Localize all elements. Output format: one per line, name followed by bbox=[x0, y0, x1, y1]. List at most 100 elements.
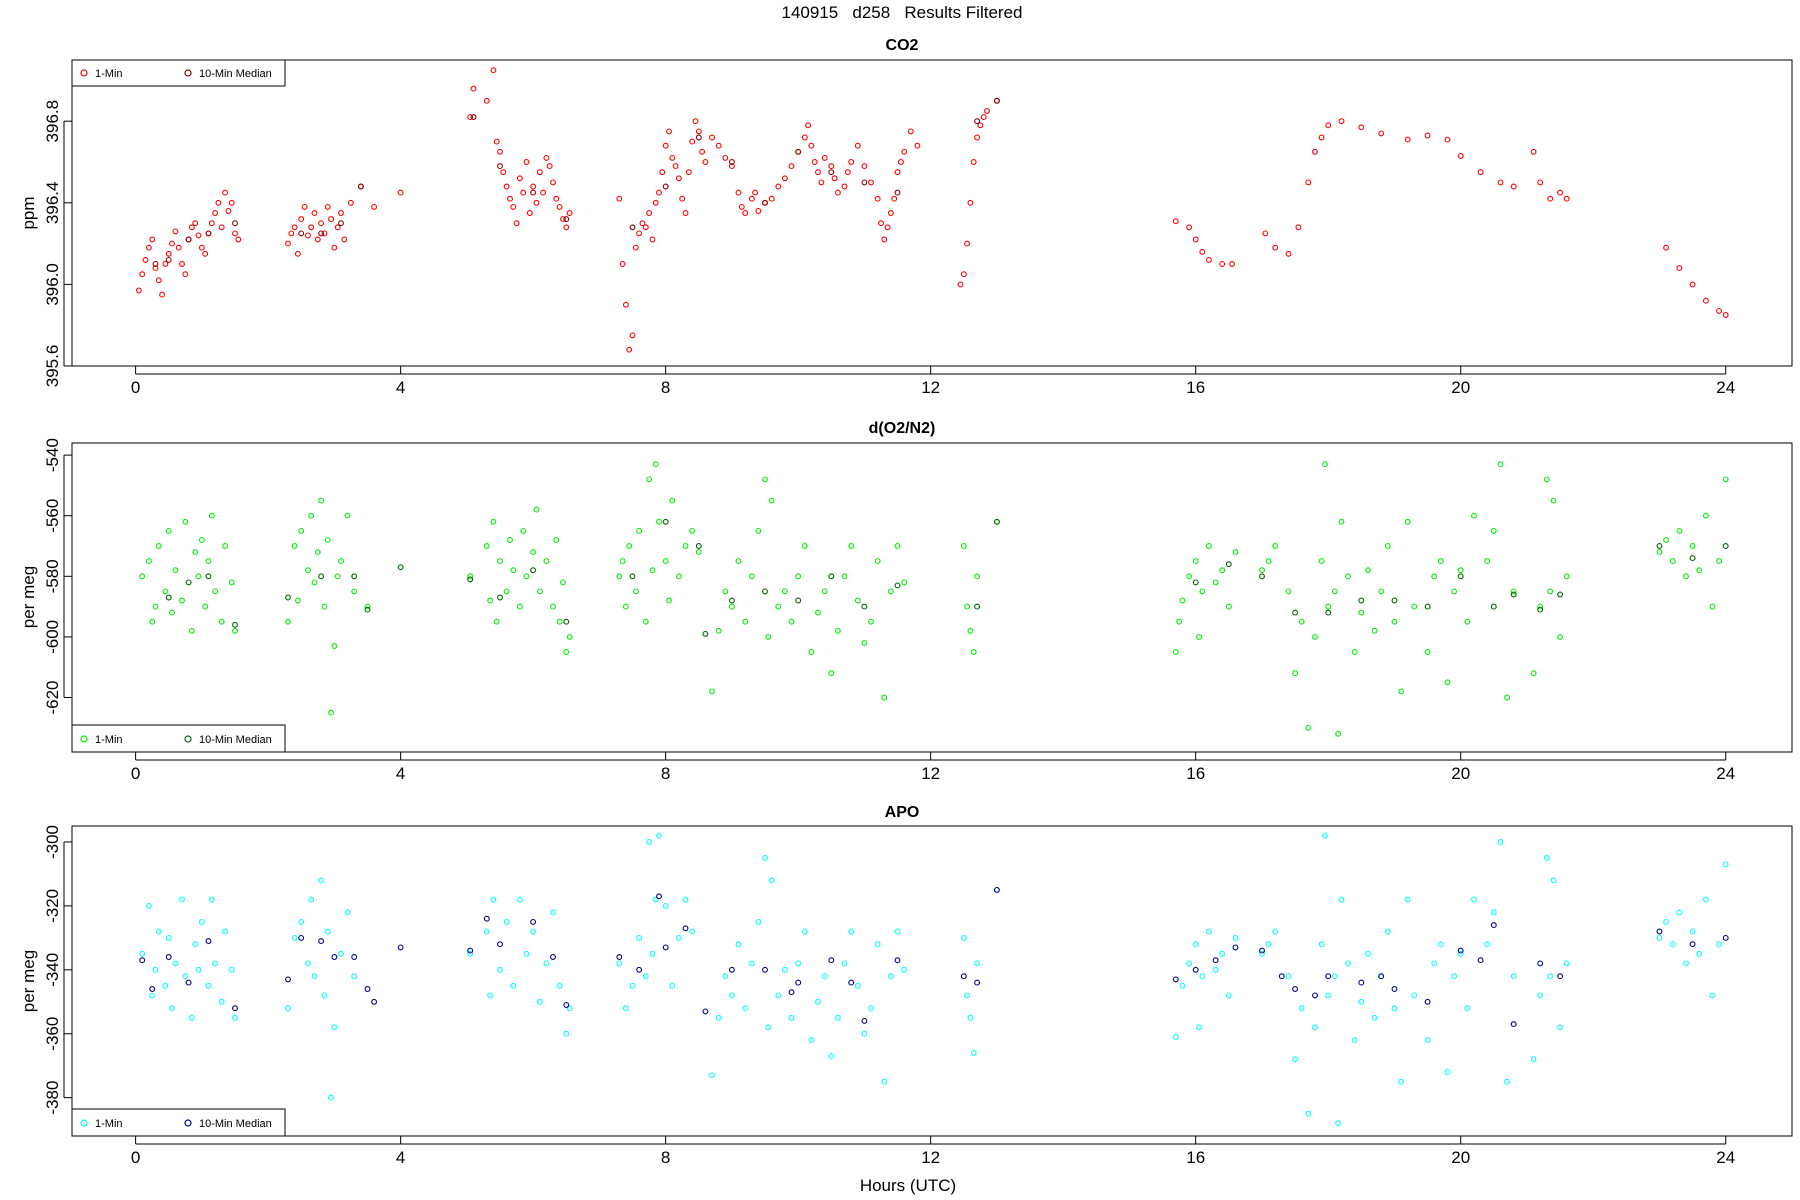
data-point-1min bbox=[626, 543, 633, 549]
data-point-1min bbox=[1404, 136, 1411, 143]
data-point-median bbox=[1358, 979, 1365, 986]
data-point-1min bbox=[222, 543, 229, 549]
data-point-1min bbox=[1510, 183, 1517, 190]
data-point-1min bbox=[1205, 928, 1212, 935]
data-point-1min bbox=[980, 114, 987, 121]
data-point-1min bbox=[1497, 839, 1504, 845]
data-point-1min bbox=[795, 960, 802, 967]
data-point-median bbox=[1457, 947, 1464, 954]
data-point-1min bbox=[1335, 730, 1342, 737]
legend-label-1min: 1-Min bbox=[95, 68, 123, 80]
data-point-1min bbox=[894, 169, 901, 176]
data-point-median bbox=[795, 148, 802, 155]
y-axis-label: per meg bbox=[19, 566, 38, 628]
data-point-1min bbox=[1424, 132, 1431, 139]
data-point-1min bbox=[692, 118, 699, 125]
data-point-1min bbox=[152, 265, 159, 272]
x-axis-label: Hours (UTC) bbox=[860, 1176, 956, 1195]
data-point-1min bbox=[632, 244, 639, 251]
data-point-1min bbox=[1225, 992, 1232, 999]
data-point-1min bbox=[162, 982, 169, 989]
data-point-1min bbox=[172, 960, 179, 967]
data-point-1min bbox=[1325, 122, 1332, 129]
data-point-1min bbox=[1232, 549, 1239, 556]
data-point-median bbox=[1325, 609, 1332, 616]
data-point-median bbox=[1378, 973, 1385, 980]
data-point-1min bbox=[550, 909, 556, 916]
data-point-1min bbox=[636, 230, 643, 237]
data-point-median bbox=[139, 957, 146, 964]
y-tick-label: 396.8 bbox=[43, 100, 62, 143]
data-point-1min bbox=[483, 928, 490, 935]
data-point-1min bbox=[828, 163, 835, 170]
legend-marker-median bbox=[184, 1119, 192, 1127]
data-point-1min bbox=[155, 277, 162, 284]
panel-title: d(O2/N2) bbox=[869, 420, 936, 437]
data-point-1min bbox=[652, 461, 659, 468]
y-tick-label: -340 bbox=[43, 953, 62, 987]
data-point-1min bbox=[222, 189, 229, 196]
data-point-1min bbox=[1391, 618, 1398, 625]
data-point-1min bbox=[861, 639, 868, 646]
data-point-1min bbox=[1318, 558, 1325, 565]
data-point-1min bbox=[497, 966, 503, 973]
data-point-1min bbox=[208, 512, 215, 519]
x-tick-label: 16 bbox=[1186, 764, 1205, 783]
data-point-median bbox=[364, 986, 371, 992]
data-point-1min bbox=[1391, 1005, 1398, 1012]
data-point-1min bbox=[208, 220, 215, 227]
data-point-1min bbox=[742, 1005, 749, 1012]
data-point-median bbox=[530, 918, 537, 925]
data-point-1min bbox=[887, 588, 894, 595]
data-point-median bbox=[149, 986, 156, 992]
data-point-1min bbox=[1550, 497, 1557, 504]
data-point-1min bbox=[1709, 992, 1716, 999]
data-point-1min bbox=[1186, 224, 1193, 231]
data-point-1min bbox=[768, 877, 775, 884]
data-point-1min bbox=[1186, 960, 1193, 967]
data-point-1min bbox=[553, 536, 560, 543]
data-point-median bbox=[318, 230, 325, 237]
data-point-median bbox=[616, 954, 623, 960]
data-point-1min bbox=[1265, 941, 1272, 948]
data-point-1min bbox=[1444, 679, 1451, 686]
data-point-1min bbox=[964, 240, 971, 247]
data-point-1min bbox=[675, 934, 682, 941]
data-point-1min bbox=[294, 597, 301, 604]
data-point-1min bbox=[1471, 512, 1477, 519]
data-point-1min bbox=[964, 603, 971, 610]
data-point-median bbox=[232, 1005, 238, 1012]
data-point-1min bbox=[1484, 941, 1491, 948]
data-point-1min bbox=[861, 163, 868, 170]
data-point-1min bbox=[1338, 118, 1345, 125]
x-tick-label: 24 bbox=[1716, 1148, 1735, 1167]
data-point-1min bbox=[1404, 896, 1411, 903]
data-point-1min bbox=[1537, 179, 1544, 186]
data-point-median bbox=[629, 573, 636, 580]
data-point-1min bbox=[371, 203, 378, 210]
data-point-1min bbox=[1676, 265, 1683, 272]
data-point-1min bbox=[1424, 1037, 1431, 1044]
data-point-1min bbox=[805, 122, 812, 129]
legend-marker-median bbox=[184, 735, 192, 743]
data-point-median bbox=[285, 594, 291, 601]
data-point-median bbox=[828, 573, 835, 580]
data-point-1min bbox=[338, 558, 344, 565]
data-point-1min bbox=[516, 175, 523, 182]
data-point-1min bbox=[182, 973, 189, 980]
data-point-1min bbox=[513, 220, 520, 227]
data-point-1min bbox=[169, 1005, 175, 1012]
data-point-median bbox=[636, 966, 643, 973]
y-tick-label: -320 bbox=[43, 889, 62, 923]
data-point-1min bbox=[632, 588, 639, 595]
data-point-1min bbox=[1325, 992, 1332, 999]
data-point-1min bbox=[536, 998, 543, 1005]
data-point-median bbox=[357, 183, 364, 190]
data-point-median bbox=[662, 183, 669, 190]
data-point-1min bbox=[212, 960, 219, 967]
data-point-1min bbox=[1179, 597, 1186, 604]
data-point-median bbox=[563, 618, 570, 625]
data-point-1min bbox=[1192, 941, 1199, 948]
x-tick-label: 20 bbox=[1451, 764, 1470, 783]
data-point-1min bbox=[536, 588, 543, 595]
